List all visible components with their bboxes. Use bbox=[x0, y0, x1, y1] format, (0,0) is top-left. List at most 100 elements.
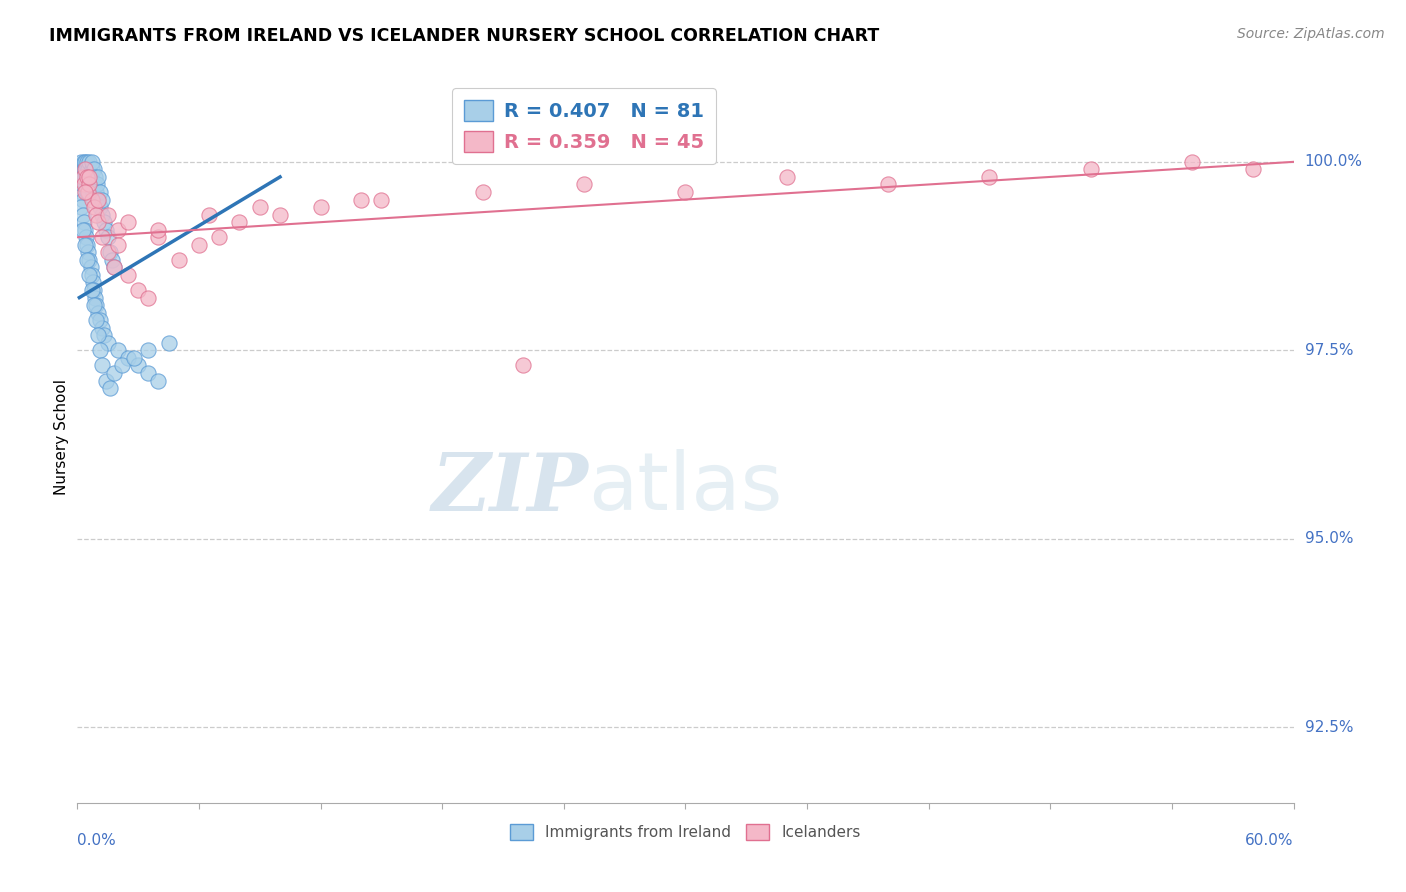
Point bbox=[370, 193, 392, 207]
Point bbox=[136, 291, 159, 305]
Point bbox=[73, 215, 96, 229]
Point bbox=[75, 230, 97, 244]
Point bbox=[79, 169, 101, 184]
Point bbox=[83, 291, 105, 305]
Point bbox=[70, 200, 93, 214]
Point bbox=[101, 252, 124, 267]
Point bbox=[309, 200, 332, 214]
Point bbox=[97, 245, 120, 260]
Point bbox=[127, 359, 149, 373]
Point bbox=[675, 185, 697, 199]
Point bbox=[73, 178, 96, 192]
Y-axis label: Nursery School: Nursery School bbox=[53, 379, 69, 495]
Point bbox=[117, 215, 139, 229]
Point bbox=[80, 154, 103, 169]
Point bbox=[1181, 154, 1204, 169]
Point bbox=[148, 374, 170, 388]
Point bbox=[93, 328, 115, 343]
Point bbox=[107, 343, 129, 358]
Point bbox=[70, 185, 93, 199]
Point bbox=[84, 313, 107, 327]
Point bbox=[73, 154, 96, 169]
Point bbox=[157, 335, 180, 350]
Point bbox=[72, 208, 94, 222]
Point bbox=[188, 237, 211, 252]
Point bbox=[72, 193, 94, 207]
Point bbox=[572, 178, 595, 192]
Point bbox=[208, 230, 231, 244]
Point bbox=[72, 178, 94, 192]
Point bbox=[136, 343, 159, 358]
Point bbox=[93, 215, 115, 229]
Text: ZIP: ZIP bbox=[432, 450, 588, 527]
Point bbox=[877, 178, 900, 192]
Point bbox=[75, 185, 97, 199]
Point bbox=[77, 185, 100, 199]
Point bbox=[73, 162, 96, 177]
Point bbox=[89, 200, 111, 214]
Point bbox=[86, 178, 108, 192]
Point bbox=[86, 193, 108, 207]
Point bbox=[90, 320, 112, 334]
Point bbox=[103, 366, 125, 380]
Point bbox=[79, 252, 101, 267]
Point bbox=[82, 185, 104, 199]
Point bbox=[1241, 162, 1264, 177]
Point bbox=[1080, 162, 1102, 177]
Point bbox=[82, 276, 104, 290]
Point bbox=[89, 185, 111, 199]
Point bbox=[86, 169, 108, 184]
Point bbox=[117, 268, 139, 282]
Point bbox=[127, 283, 149, 297]
Point bbox=[80, 162, 103, 177]
Point bbox=[103, 260, 125, 275]
Point bbox=[80, 283, 103, 297]
Point bbox=[776, 169, 799, 184]
Point bbox=[83, 298, 105, 312]
Point bbox=[76, 169, 98, 184]
Point bbox=[72, 169, 94, 184]
Point bbox=[75, 223, 97, 237]
Point bbox=[269, 208, 291, 222]
Point bbox=[98, 381, 121, 395]
Point bbox=[84, 298, 107, 312]
Point bbox=[72, 169, 94, 184]
Point bbox=[79, 178, 101, 192]
Point bbox=[72, 223, 94, 237]
Point bbox=[76, 154, 98, 169]
Point bbox=[111, 359, 134, 373]
Point bbox=[76, 252, 98, 267]
Point bbox=[83, 178, 105, 192]
Text: 97.5%: 97.5% bbox=[1305, 343, 1353, 358]
Point bbox=[249, 200, 271, 214]
Point bbox=[198, 208, 221, 222]
Point bbox=[83, 162, 105, 177]
Point bbox=[512, 359, 534, 373]
Point bbox=[79, 268, 101, 282]
Point bbox=[167, 252, 190, 267]
Point bbox=[75, 162, 97, 177]
Point bbox=[90, 208, 112, 222]
Point bbox=[75, 162, 97, 177]
Point bbox=[107, 237, 129, 252]
Text: 0.0%: 0.0% bbox=[77, 833, 117, 848]
Point bbox=[97, 230, 120, 244]
Text: 92.5%: 92.5% bbox=[1305, 720, 1353, 735]
Text: atlas: atlas bbox=[588, 450, 783, 527]
Point bbox=[97, 208, 120, 222]
Point bbox=[86, 215, 108, 229]
Point bbox=[75, 237, 97, 252]
Point bbox=[79, 260, 101, 275]
Point bbox=[83, 283, 105, 297]
Point bbox=[136, 366, 159, 380]
Point bbox=[83, 169, 105, 184]
Point bbox=[84, 185, 107, 199]
Point bbox=[117, 351, 139, 365]
Point bbox=[148, 230, 170, 244]
Point bbox=[77, 245, 100, 260]
Point bbox=[79, 169, 101, 184]
Point bbox=[76, 237, 98, 252]
Text: 95.0%: 95.0% bbox=[1305, 532, 1353, 547]
Point bbox=[97, 335, 120, 350]
Point bbox=[471, 185, 494, 199]
